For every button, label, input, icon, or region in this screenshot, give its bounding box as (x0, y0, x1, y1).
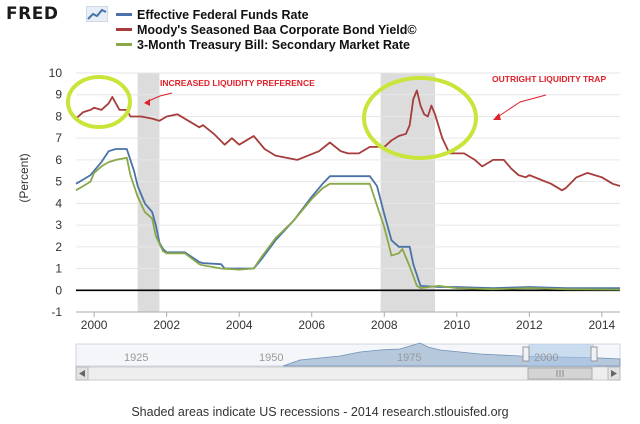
x-tick-label: 2002 (153, 318, 180, 332)
legend-swatch (116, 43, 132, 46)
annotation-increased-liquidity: INCREASED LIQUIDITY PREFERENCE (160, 78, 315, 88)
y-tick-label: 8 (55, 109, 62, 123)
legend-item-fed-funds[interactable]: Effective Federal Funds Rate (116, 7, 417, 22)
x-tick-label: 2014 (589, 318, 616, 332)
legend-label: Effective Federal Funds Rate (137, 7, 309, 22)
y-tick-label: 7 (55, 131, 62, 145)
legend-item-tbill[interactable]: 3-Month Treasury Bill: Secondary Market … (116, 37, 417, 52)
x-tick-label: 2004 (226, 318, 253, 332)
footer-note: Shaded areas indicate US recessions - 20… (131, 405, 509, 419)
navigator-label: 1950 (259, 352, 283, 364)
navigator-label: 1975 (397, 352, 421, 364)
y-tick-label: 10 (49, 66, 63, 80)
y-tick-label: 3 (55, 218, 62, 232)
chart-legend: Effective Federal Funds Rate Moody's Sea… (116, 7, 417, 52)
legend-item-baa-yield[interactable]: Moody's Seasoned Baa Corporate Bond Yiel… (116, 22, 417, 37)
recession-shading (137, 73, 436, 312)
arrow-right-icon (611, 370, 617, 377)
navigator-label: 1925 (124, 352, 148, 364)
logo-text: FRED (6, 4, 59, 24)
x-tick-label: 2006 (298, 318, 325, 332)
series-line-2 (75, 156, 621, 291)
y-tick-label: 1 (55, 262, 62, 276)
navigator-selection[interactable] (528, 344, 594, 366)
recession-band (137, 73, 160, 312)
series-line-0 (75, 148, 620, 289)
navigator[interactable]: 1925 1950 1975 2000 (75, 342, 621, 367)
annotation-arrow-left (144, 92, 173, 106)
y-axis-label: (Percent) (17, 153, 31, 202)
navigator-label: 2000 (534, 352, 558, 364)
annotation-liquidity-trap: OUTRIGHT LIQUIDITY TRAP (492, 74, 606, 84)
x-tick-label: 2010 (443, 318, 470, 332)
fred-logo: FRED (6, 4, 58, 24)
y-tick-label: 6 (55, 153, 62, 167)
scrollbar[interactable] (75, 366, 621, 381)
legend-label: 3-Month Treasury Bill: Secondary Market … (137, 37, 410, 52)
y-tick-label: 4 (55, 196, 62, 210)
y-tick-label: 5 (55, 175, 62, 189)
y-tick-label: -1 (51, 305, 62, 319)
arrow-left-icon (79, 370, 85, 377)
recession-band (380, 73, 436, 312)
navigator-handle-left[interactable] (522, 346, 530, 362)
x-tick-label: 2000 (81, 318, 108, 332)
legend-label: Moody's Seasoned Baa Corporate Bond Yiel… (137, 22, 417, 37)
grid (76, 72, 620, 313)
legend-swatch (116, 13, 132, 16)
y-tick-label: 0 (55, 283, 62, 297)
annotation-arrow-right (493, 94, 547, 120)
x-axis: 2000 2002 2004 2006 2008 2010 2012 2014 (76, 311, 620, 332)
x-tick-label: 2008 (371, 318, 398, 332)
annotation-circle-2000 (66, 75, 132, 129)
trend-chart-icon (86, 6, 108, 22)
legend-swatch (116, 28, 132, 31)
navigator-handle-right[interactable] (590, 346, 598, 362)
y-tick-label: 9 (55, 88, 62, 102)
x-tick-label: 2012 (516, 318, 543, 332)
annotation-circle-2008 (362, 76, 478, 160)
y-tick-label: 2 (55, 240, 62, 254)
